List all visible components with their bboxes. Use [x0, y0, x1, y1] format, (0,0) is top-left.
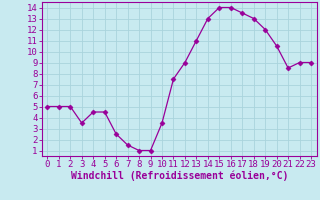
X-axis label: Windchill (Refroidissement éolien,°C): Windchill (Refroidissement éolien,°C) [70, 171, 288, 181]
